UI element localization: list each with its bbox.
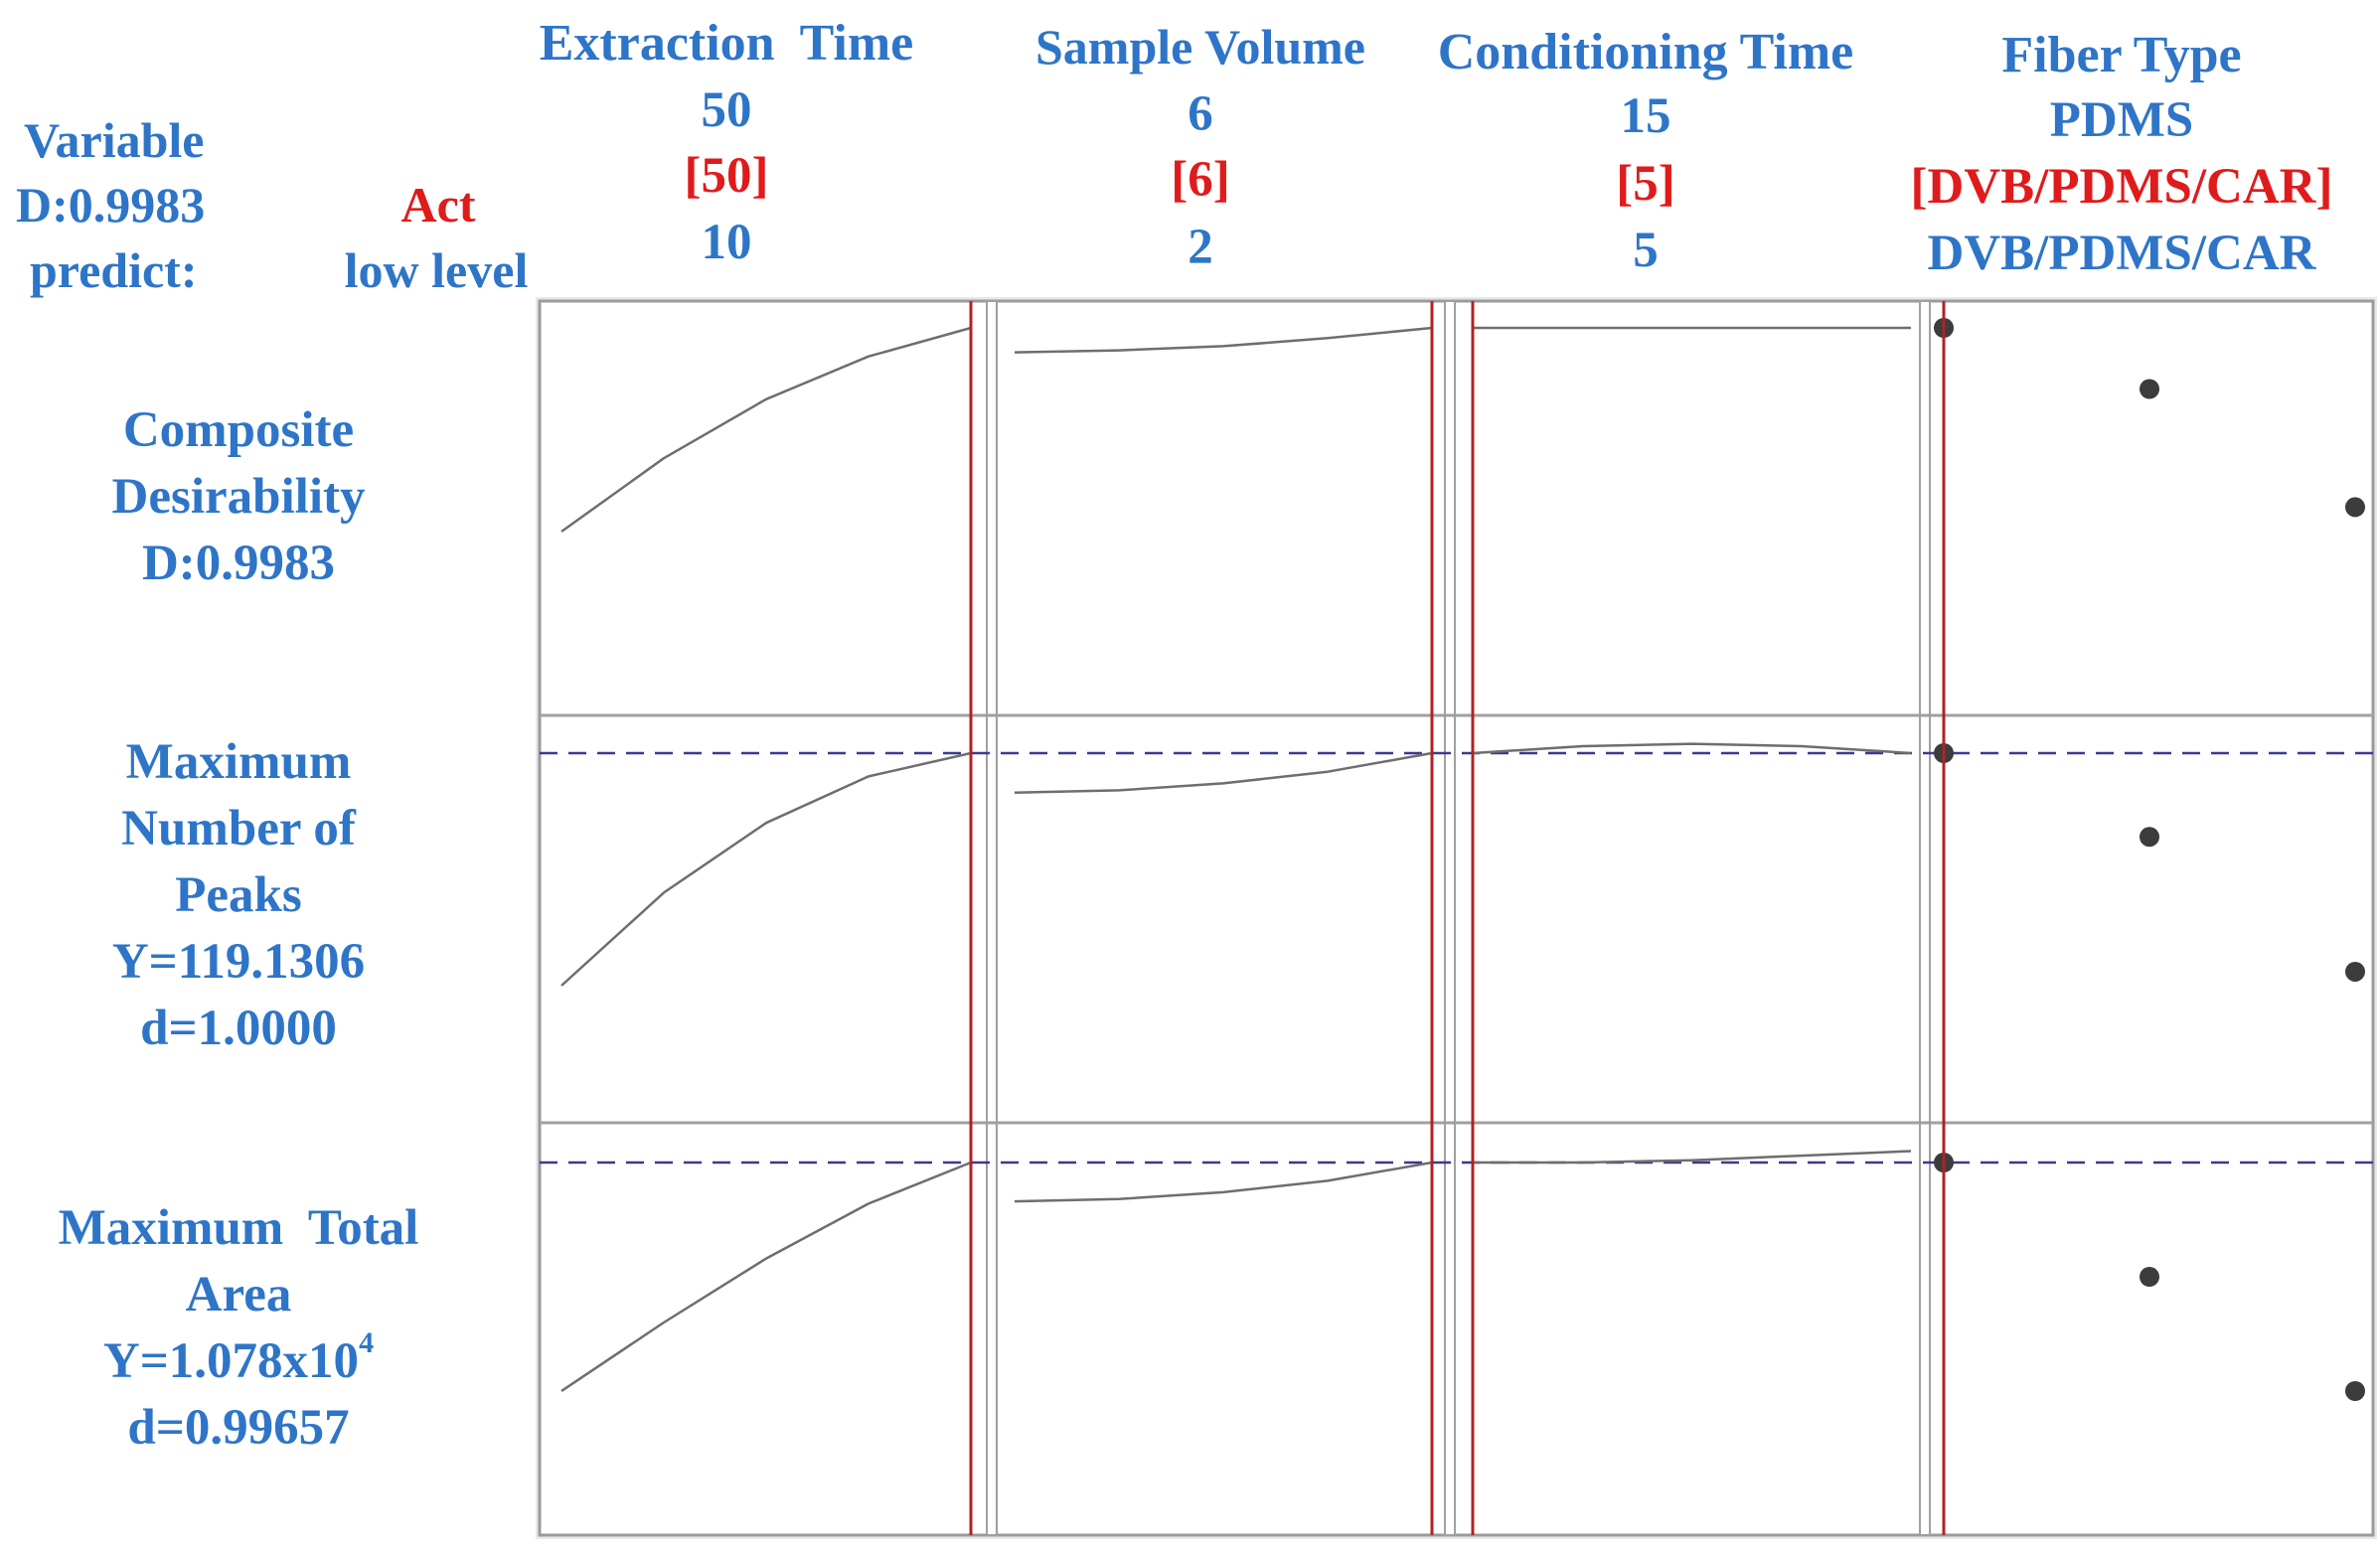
factor-name-extraction-time: Extraction Time bbox=[539, 15, 914, 72]
row-label-line: Number of bbox=[121, 801, 356, 856]
factor-high-fiber-type: PDMS bbox=[2049, 92, 2194, 148]
row-label-line: d=1.0000 bbox=[140, 1001, 337, 1056]
fiber-type-point bbox=[2345, 497, 2365, 518]
response-curve bbox=[1473, 1150, 1912, 1165]
y-value-base: Y=1.078x10 bbox=[102, 1333, 360, 1389]
factor-low-sample-volume: 2 bbox=[1188, 220, 1213, 275]
factor-low-conditioning-time: 5 bbox=[1633, 223, 1659, 278]
factor-current-fiber-type: [DVB/PDMS/CAR] bbox=[1910, 159, 2333, 215]
low-level-label: low level bbox=[344, 242, 529, 298]
factor-current-extraction-time: [50] bbox=[684, 148, 769, 204]
response-curve bbox=[1014, 751, 1433, 795]
factor-low-fiber-type: DVB/PDMS/CAR bbox=[1927, 226, 2316, 281]
row-label-line: Area bbox=[185, 1267, 292, 1322]
variable-label: Variable bbox=[24, 112, 205, 168]
fiber-type-point bbox=[2345, 961, 2365, 982]
y-value-exponent: 4 bbox=[359, 1326, 375, 1359]
row-label-line: Peaks bbox=[175, 867, 302, 923]
column-separator bbox=[1919, 300, 1931, 1536]
column-separator bbox=[986, 300, 998, 1536]
factor-high-sample-volume: 6 bbox=[1188, 86, 1213, 142]
row-label-line: Desirability bbox=[111, 469, 366, 525]
factor-name-sample-volume: Sample Volume bbox=[1034, 19, 1366, 75]
row-label-number-of-peaks: Maximum Number of Peaks Y=119.1306 d=1.0… bbox=[112, 729, 365, 1062]
row-label-total-area: Maximum Total Area Y=1.078x104 d=0.99657 bbox=[59, 1195, 419, 1462]
row-label-line: d=0.99657 bbox=[127, 1400, 350, 1456]
column-separator bbox=[1444, 300, 1456, 1536]
factor-high-extraction-time: 50 bbox=[701, 82, 752, 138]
row-label-line: Composite bbox=[122, 402, 355, 458]
response-curve bbox=[1014, 1161, 1433, 1203]
response-curve bbox=[1014, 326, 1433, 354]
predict-label: predict: bbox=[30, 242, 198, 298]
row-label-composite-desirability: Composite Desirability D:0.9983 bbox=[112, 397, 366, 597]
factor-low-extraction-time: 10 bbox=[701, 215, 752, 270]
response-curve bbox=[560, 1161, 972, 1393]
factor-high-conditioning-time: 15 bbox=[1620, 88, 1671, 144]
d-value-label: D:0.9983 bbox=[16, 177, 206, 233]
row-label-y-value: Y=1.078x104 bbox=[59, 1328, 419, 1395]
fiber-type-point bbox=[2140, 1267, 2159, 1287]
response-curve bbox=[560, 326, 972, 534]
fiber-type-point bbox=[2140, 379, 2159, 399]
factor-current-sample-volume: [6] bbox=[1171, 152, 1230, 208]
row-label-line: D:0.9983 bbox=[141, 536, 336, 591]
row-label-line: Y=119.1306 bbox=[111, 934, 366, 990]
row-label-line: Maximum Total bbox=[58, 1200, 419, 1256]
fiber-type-point bbox=[2345, 1381, 2365, 1401]
row-label-line: Maximum bbox=[125, 734, 352, 790]
plot-area bbox=[538, 299, 2375, 1537]
factor-name-fiber-type: Fiber Type bbox=[2001, 27, 2242, 83]
factor-current-conditioning-time: [5] bbox=[1616, 156, 1675, 212]
fiber-type-point bbox=[2140, 827, 2159, 848]
response-curve bbox=[560, 751, 972, 987]
factor-name-conditioning-time: Conditioning Time bbox=[1437, 24, 1854, 80]
response-curve bbox=[1472, 742, 1912, 755]
act-label: Act bbox=[400, 177, 476, 233]
